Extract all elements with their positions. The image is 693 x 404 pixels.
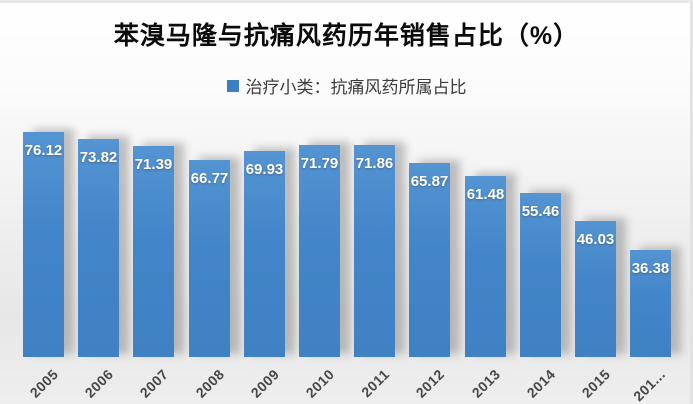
x-tick-label: 2015 xyxy=(578,366,613,401)
x-tick-label: 2009 xyxy=(247,366,282,401)
chart-title: 苯溴马隆与抗痛风药历年销售占比（%） xyxy=(113,22,580,50)
x-tick-label: 2013 xyxy=(468,366,503,401)
legend-marker-square-icon xyxy=(226,79,239,92)
bar-2005: 76.12 xyxy=(23,132,64,357)
bar-2011: 71.86 xyxy=(354,145,395,357)
bar-2013: 61.48 xyxy=(465,176,506,357)
bar-2012: 65.87 xyxy=(409,163,450,357)
bar-value-label: 55.46 xyxy=(521,203,560,220)
x-tick-label: 2005 xyxy=(26,366,61,401)
bar-value-label: 61.48 xyxy=(466,186,505,203)
bar-2015: 46.03 xyxy=(575,221,616,357)
bar-value-label: 65.87 xyxy=(410,173,449,190)
bar-2010: 71.79 xyxy=(299,145,340,357)
bar-2014: 55.46 xyxy=(520,193,561,357)
bar-2009: 69.93 xyxy=(244,151,285,357)
legend: 治疗小类：抗痛风药所属占比 xyxy=(0,73,693,98)
bar-2008: 66.77 xyxy=(189,160,230,357)
bar-value-label: 76.12 xyxy=(24,142,63,159)
bar-2006: 73.82 xyxy=(78,139,119,357)
x-tick-label: 2007 xyxy=(136,366,171,401)
x-tick-label: 2014 xyxy=(523,366,558,401)
legend-series-label: 治疗小类：抗痛风药所属占比 xyxy=(245,78,467,97)
bar-value-label: 36.38 xyxy=(631,260,670,277)
bar-value-label: 71.39 xyxy=(134,156,173,173)
bar-value-label: 73.82 xyxy=(79,149,118,166)
bar-value-label: 66.77 xyxy=(190,170,229,187)
x-tick-label: 201... xyxy=(629,366,668,404)
bar-value-label: 71.86 xyxy=(355,155,394,172)
x-tick-label: 2012 xyxy=(412,366,447,401)
bar-201: 36.38 xyxy=(630,250,671,357)
bar-2007: 71.39 xyxy=(133,146,174,357)
bar-value-label: 69.93 xyxy=(245,161,284,178)
bar-value-label: 46.03 xyxy=(576,231,615,248)
x-tick-label: 2008 xyxy=(192,366,227,401)
x-tick-label: 2006 xyxy=(81,366,116,401)
bar-value-label: 71.79 xyxy=(300,155,339,172)
x-tick-label: 2010 xyxy=(302,366,337,401)
x-tick-label: 2011 xyxy=(357,366,392,401)
